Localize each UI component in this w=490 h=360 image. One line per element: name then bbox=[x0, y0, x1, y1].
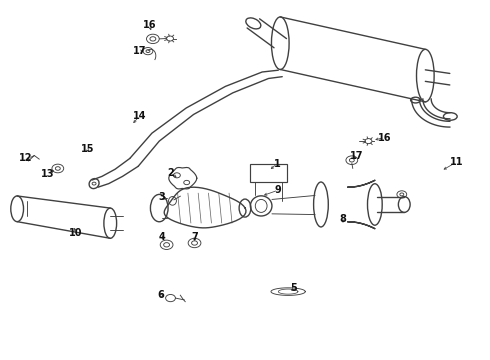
Text: 10: 10 bbox=[69, 228, 83, 238]
Text: 14: 14 bbox=[133, 111, 147, 121]
Text: 3: 3 bbox=[158, 192, 165, 202]
Text: 2: 2 bbox=[167, 168, 174, 178]
Bar bbox=[250, 164, 287, 182]
Text: 6: 6 bbox=[157, 290, 164, 300]
Text: 4: 4 bbox=[158, 232, 165, 242]
Text: 16: 16 bbox=[143, 20, 156, 30]
Text: 8: 8 bbox=[340, 214, 346, 224]
Text: 13: 13 bbox=[41, 168, 55, 179]
Text: 17: 17 bbox=[133, 46, 147, 56]
Text: 16: 16 bbox=[378, 132, 392, 143]
Text: 11: 11 bbox=[450, 157, 464, 167]
Text: 5: 5 bbox=[291, 283, 297, 293]
Text: 9: 9 bbox=[275, 185, 282, 195]
Text: 15: 15 bbox=[80, 144, 94, 154]
Text: 7: 7 bbox=[192, 232, 198, 242]
Text: 1: 1 bbox=[273, 159, 280, 169]
Text: 17: 17 bbox=[350, 150, 364, 161]
Text: 12: 12 bbox=[19, 153, 32, 163]
